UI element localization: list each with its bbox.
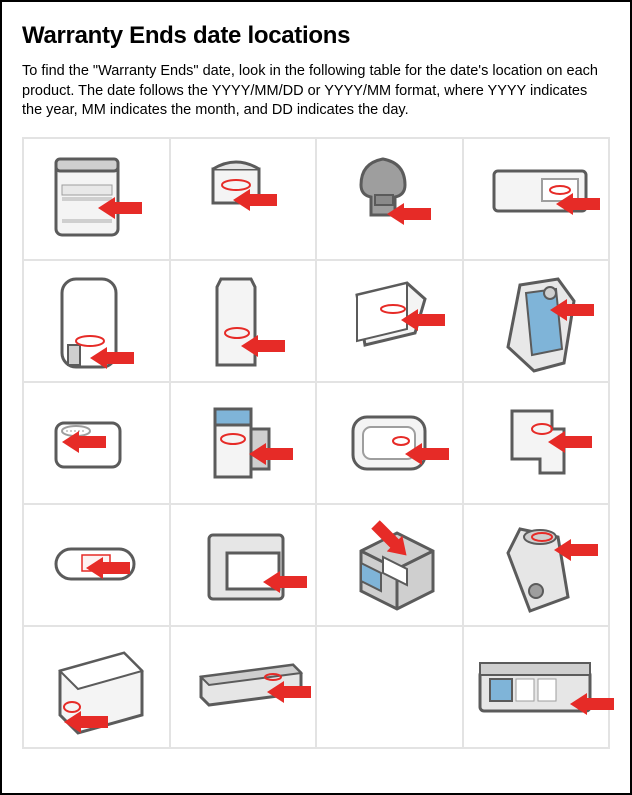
product-cell bbox=[23, 382, 170, 504]
product-illustration bbox=[46, 637, 146, 737]
product-illustration bbox=[46, 149, 146, 249]
product-cell bbox=[463, 382, 610, 504]
product-cell bbox=[170, 260, 317, 382]
product-cell bbox=[170, 504, 317, 626]
product-illustration bbox=[46, 515, 146, 615]
product-cell bbox=[316, 260, 463, 382]
product-illustration bbox=[486, 271, 586, 371]
product-cell bbox=[170, 382, 317, 504]
product-cell bbox=[463, 138, 610, 260]
product-cell bbox=[316, 504, 463, 626]
product-cell bbox=[170, 138, 317, 260]
product-location-table bbox=[22, 137, 610, 749]
product-illustration bbox=[46, 271, 146, 371]
intro-paragraph: To find the "Warranty Ends" date, look i… bbox=[22, 62, 610, 121]
product-cell bbox=[23, 138, 170, 260]
product-illustration bbox=[193, 515, 293, 615]
product-illustration bbox=[486, 515, 586, 615]
document-page: Warranty Ends date locations To find the… bbox=[0, 0, 632, 795]
product-illustration bbox=[339, 393, 439, 493]
page-title: Warranty Ends date locations bbox=[22, 22, 610, 50]
product-cell bbox=[23, 504, 170, 626]
product-illustration bbox=[339, 271, 439, 371]
product-illustration bbox=[339, 515, 439, 615]
product-illustration bbox=[193, 637, 293, 737]
product-illustration bbox=[486, 393, 586, 493]
product-illustration bbox=[193, 149, 293, 249]
product-illustration bbox=[474, 637, 598, 737]
product-cell bbox=[316, 626, 463, 748]
product-cell bbox=[170, 626, 317, 748]
product-cell bbox=[23, 260, 170, 382]
product-illustration bbox=[193, 393, 293, 493]
product-cell bbox=[463, 504, 610, 626]
product-illustration bbox=[339, 149, 439, 249]
product-cell bbox=[23, 626, 170, 748]
product-cell bbox=[316, 382, 463, 504]
product-illustration bbox=[193, 271, 293, 371]
product-illustration bbox=[46, 393, 146, 493]
product-cell bbox=[463, 626, 610, 748]
product-illustration bbox=[486, 149, 586, 249]
product-cell bbox=[316, 138, 463, 260]
product-cell bbox=[463, 260, 610, 382]
